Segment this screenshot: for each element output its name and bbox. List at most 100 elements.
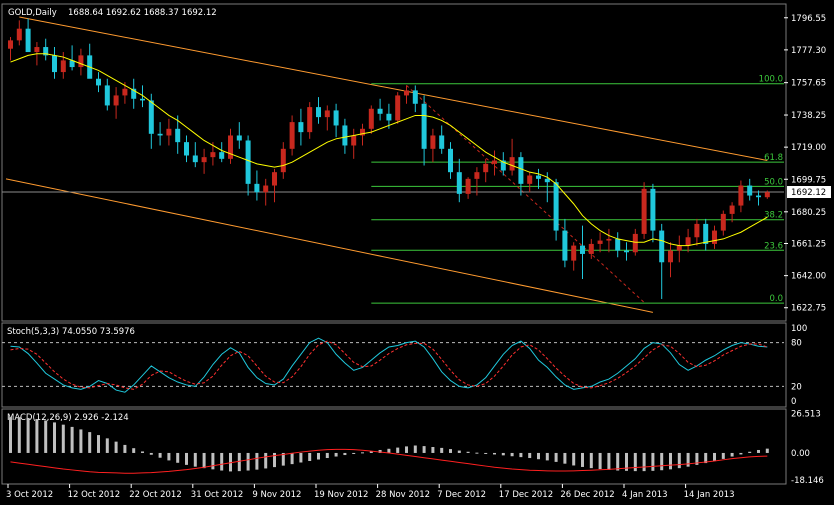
macd-histogram-bar: [211, 452, 215, 470]
macd-histogram-bar: [660, 452, 664, 471]
candle-body: [96, 78, 101, 86]
macd-histogram-bar: [317, 452, 320, 460]
candle-body: [175, 128, 181, 143]
candle-body: [764, 192, 770, 198]
macd-signal-line: [10, 448, 768, 474]
price-axis-label: 1757.65: [791, 79, 826, 89]
candle-body: [615, 238, 621, 251]
candle-body: [527, 175, 533, 184]
candle-body: [720, 213, 726, 231]
macd-histogram-bar: [334, 452, 338, 457]
macd-histogram-bar: [343, 452, 347, 456]
candle-body: [166, 128, 172, 136]
candle-body: [236, 135, 242, 141]
fib-level-label: 23.6: [764, 241, 783, 251]
channel-upper-line: [19, 16, 768, 161]
x-axis-label: 12 Oct 2012: [68, 490, 121, 500]
macd-histogram-bar: [255, 452, 259, 470]
candle-body: [333, 110, 339, 126]
macd-histogram-bar: [563, 452, 567, 464]
macd-panel-title: MACD(12,26,9) 2.926 -2.124: [7, 413, 129, 423]
candle-body: [738, 185, 744, 206]
candle-body: [588, 243, 594, 254]
macd-histogram-bar: [141, 451, 144, 453]
macd-histogram-bar: [607, 452, 611, 470]
macd-histogram-bar: [457, 450, 461, 453]
candle-body: [140, 98, 145, 101]
candle-body: [34, 47, 40, 53]
macd-histogram-bar: [475, 452, 479, 454]
macd-histogram-bar: [246, 452, 250, 471]
candle-body: [377, 108, 383, 114]
macd-histogram-bar: [220, 452, 224, 471]
candle-body: [580, 245, 585, 254]
macd-panel-frame: [1, 408, 787, 485]
candle-body: [404, 90, 409, 96]
x-axis-label: 19 Nov 2012: [314, 490, 368, 500]
candle-body: [192, 155, 198, 163]
candle-body: [69, 60, 75, 68]
candle-body: [430, 135, 436, 149]
ohlc-readout: 1688.64 1692.62 1688.37 1692.12: [68, 8, 217, 18]
candle-body: [122, 88, 128, 96]
macd-histogram-bar: [88, 432, 92, 453]
macd-histogram-bar: [581, 452, 584, 467]
macd-histogram-bar: [264, 452, 268, 469]
candle-body: [368, 108, 374, 129]
macd-histogram-bar: [396, 447, 400, 453]
macd-histogram-bar: [757, 449, 760, 453]
moving-average-line: [10, 53, 768, 247]
price-axis-label: 1661.25: [791, 240, 826, 250]
candle-body: [16, 28, 22, 41]
macd-histogram-bar: [149, 452, 153, 455]
candle-body: [456, 172, 462, 194]
stoch-d-line: [10, 340, 768, 390]
candle-body: [52, 55, 57, 73]
candle-body: [360, 128, 365, 136]
macd-histogram-bar: [651, 452, 655, 471]
macd-histogram-bar: [281, 452, 285, 466]
macd-histogram-bar: [167, 452, 171, 461]
x-axis-label: 28 Nov 2012: [376, 490, 430, 500]
macd-axis-label: -18.146: [791, 476, 824, 486]
candle-body: [157, 133, 163, 136]
candle-body: [412, 90, 418, 104]
candle-body: [448, 148, 453, 173]
macd-histogram-bar: [299, 452, 303, 463]
fib-level-label: 61.8: [764, 153, 783, 163]
macd-histogram-bar: [484, 452, 488, 454]
macd-histogram-bar: [290, 452, 294, 465]
macd-histogram-bar: [387, 448, 391, 453]
fib-level-label: 50.0: [764, 177, 783, 187]
price-axis-label: 1642.00: [791, 272, 826, 282]
candle-body: [228, 135, 233, 159]
macd-histogram-bar: [528, 452, 532, 459]
macd-histogram-bar: [70, 426, 74, 453]
candle-body: [553, 182, 559, 231]
candle-body: [201, 157, 207, 163]
macd-histogram-bar: [721, 452, 725, 459]
candle-body: [289, 122, 295, 149]
candle-body: [747, 185, 753, 196]
current-price-label: 1692.12: [791, 188, 826, 198]
macd-histogram-bar: [422, 446, 426, 453]
macd-histogram-bar: [545, 452, 549, 461]
macd-histogram-bar: [378, 449, 382, 453]
macd-histogram-bar: [229, 452, 232, 472]
macd-histogram-bar: [642, 452, 646, 472]
channel-lower-line: [5, 178, 654, 313]
candle-body: [729, 205, 735, 214]
macd-histogram-bar: [616, 452, 620, 471]
candle-body: [474, 172, 480, 179]
candle-body: [536, 175, 541, 179]
macd-histogram-bar: [748, 451, 752, 453]
macd-histogram-bar: [677, 452, 681, 469]
candle-body: [307, 107, 313, 133]
macd-histogram-bar: [369, 451, 373, 453]
candle-body: [756, 195, 761, 198]
macd-histogram-bar: [739, 452, 743, 455]
candle-body: [685, 237, 691, 246]
stoch-panel-title: Stoch(5,3,3) 74.0550 73.5976: [7, 327, 135, 337]
